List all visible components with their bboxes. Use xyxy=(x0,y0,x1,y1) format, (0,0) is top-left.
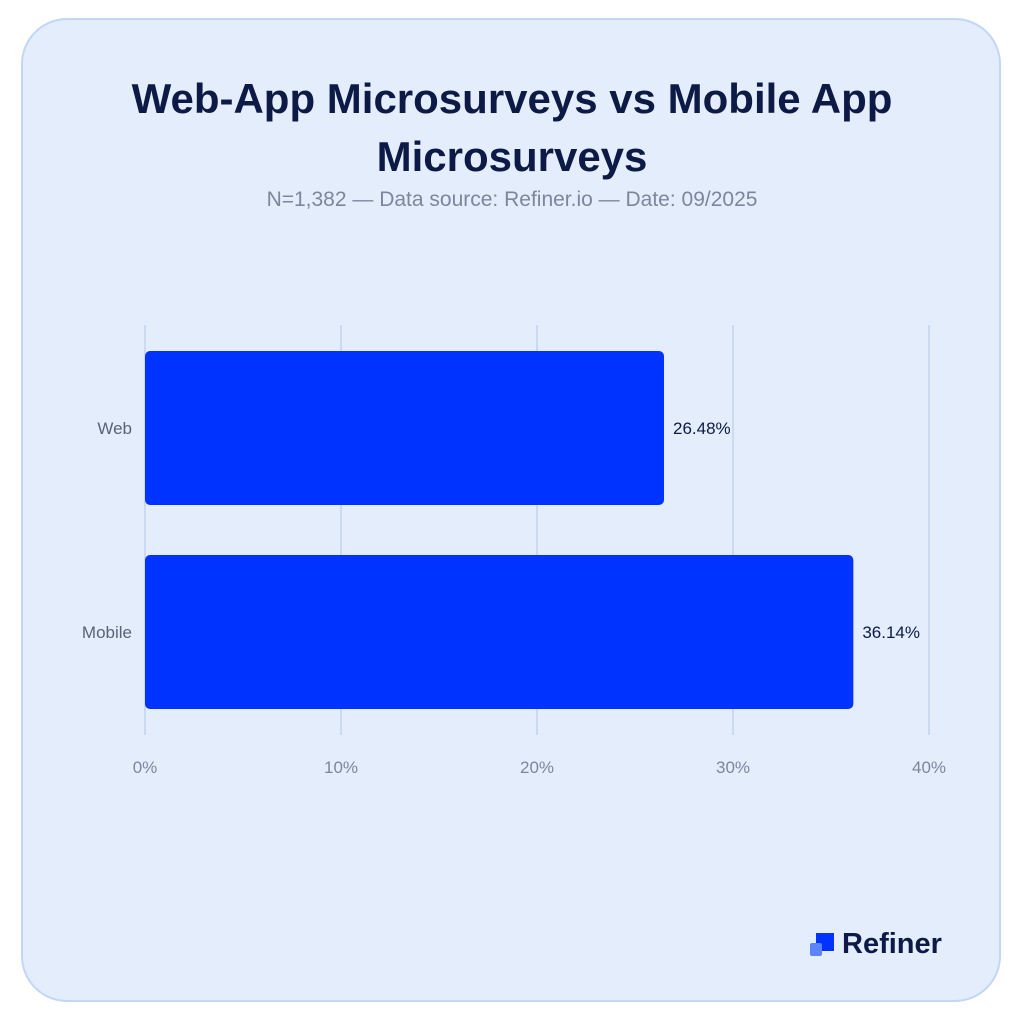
data-label: 36.14% xyxy=(862,623,920,642)
x-tick-label: 10% xyxy=(324,758,358,777)
x-tick-label: 30% xyxy=(716,758,750,777)
bar-mobile xyxy=(145,555,854,709)
y-category-label: Web xyxy=(97,419,132,438)
chart-subtitle: N=1,382 — Data source: Refiner.io — Date… xyxy=(266,188,758,211)
chart-title: Web-App Microsurveys vs Mobile App Micro… xyxy=(131,75,893,180)
data-label: 26.48% xyxy=(673,419,731,438)
chart-card xyxy=(21,18,1001,1002)
refiner-logo: Refiner xyxy=(810,928,942,961)
logo-text: Refiner xyxy=(842,928,942,960)
y-category-label: Mobile xyxy=(82,623,132,642)
x-tick-label: 0% xyxy=(133,758,158,777)
bar-web xyxy=(145,351,665,505)
x-tick-label: 40% xyxy=(912,758,946,777)
refiner-logo-icon xyxy=(810,932,834,956)
x-tick-label: 20% xyxy=(520,758,554,777)
